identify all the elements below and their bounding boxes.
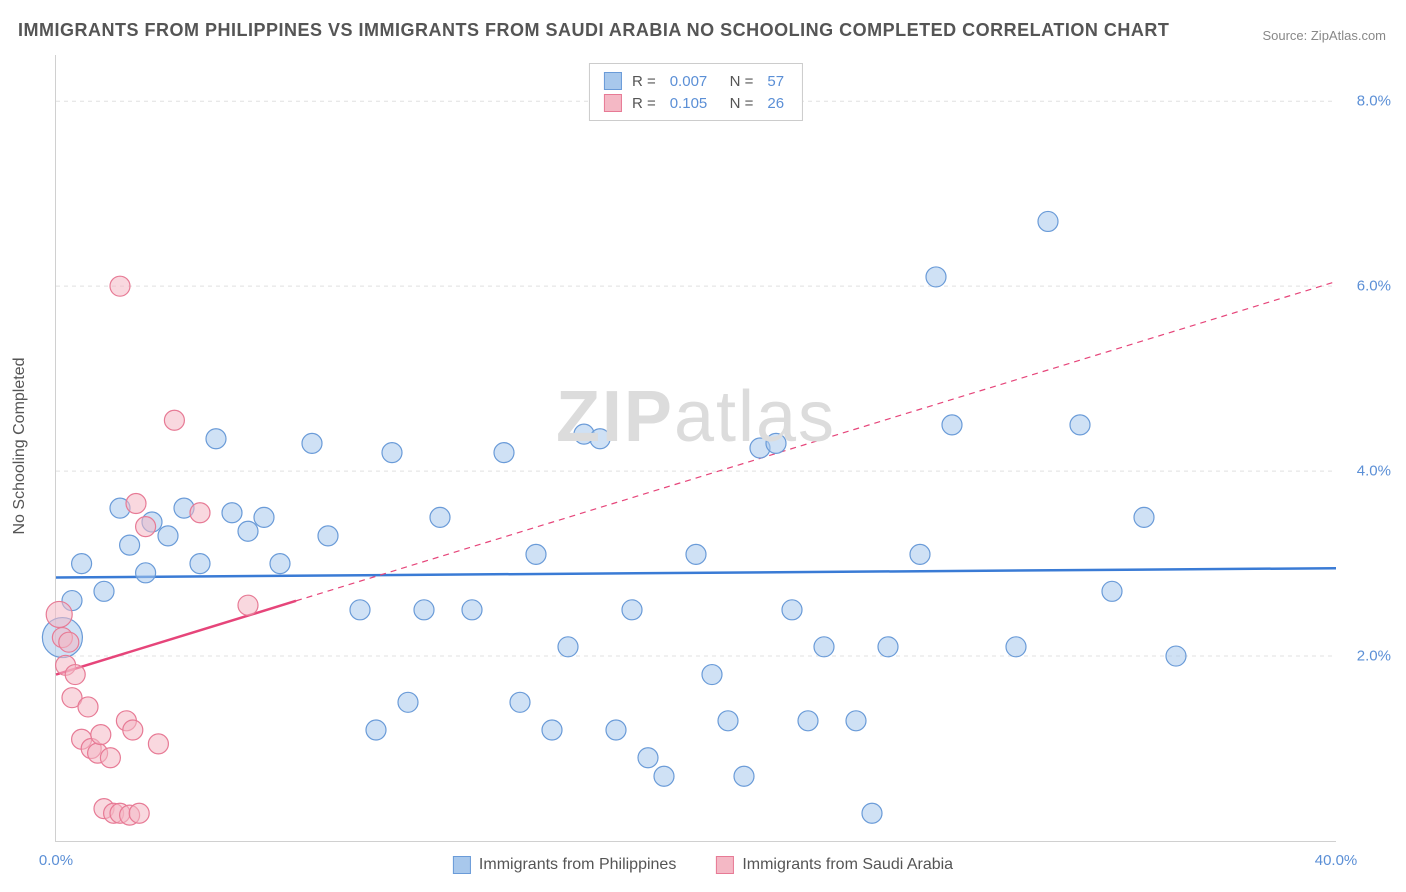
legend-swatch — [604, 94, 622, 112]
legend-series-label: Immigrants from Philippines — [479, 856, 676, 874]
y-tick-label: 6.0% — [1357, 278, 1391, 295]
legend-swatch — [453, 856, 471, 874]
legend-r-value: 0.007 — [670, 73, 708, 90]
legend-series-item: Immigrants from Saudi Arabia — [716, 856, 953, 874]
legend-n-value: 57 — [767, 73, 784, 90]
y-tick-label: 4.0% — [1357, 463, 1391, 480]
legend-row: R = 0.105 N = 26 — [604, 92, 788, 114]
y-axis-label: No Schooling Completed — [11, 358, 29, 535]
legend-n-label: N = — [721, 73, 753, 90]
legend-n-label: N = — [721, 95, 753, 112]
x-tick-label: 0.0% — [39, 852, 73, 869]
legend-r-value: 0.105 — [670, 95, 708, 112]
legend-r-label: R = — [632, 95, 656, 112]
y-tick-label: 8.0% — [1357, 93, 1391, 110]
legend-swatch — [716, 856, 734, 874]
series-legend: Immigrants from Philippines Immigrants fr… — [453, 856, 953, 874]
chart-plot-area: ZIPatlas R = 0.007 N = 57 R = 0.105 N = … — [55, 55, 1336, 842]
legend-swatch — [604, 72, 622, 90]
legend-n-value: 26 — [767, 95, 784, 112]
legend-row: R = 0.007 N = 57 — [604, 70, 788, 92]
y-tick-label: 2.0% — [1357, 648, 1391, 665]
legend-r-label: R = — [632, 73, 656, 90]
source-attribution: Source: ZipAtlas.com — [1262, 28, 1386, 43]
scatter-plot-svg — [56, 55, 1336, 841]
chart-title: IMMIGRANTS FROM PHILIPPINES VS IMMIGRANT… — [18, 20, 1169, 41]
x-tick-label: 40.0% — [1315, 852, 1358, 869]
correlation-legend: R = 0.007 N = 57 R = 0.105 N = 26 — [589, 63, 803, 121]
legend-series-label: Immigrants from Saudi Arabia — [742, 856, 953, 874]
legend-series-item: Immigrants from Philippines — [453, 856, 676, 874]
